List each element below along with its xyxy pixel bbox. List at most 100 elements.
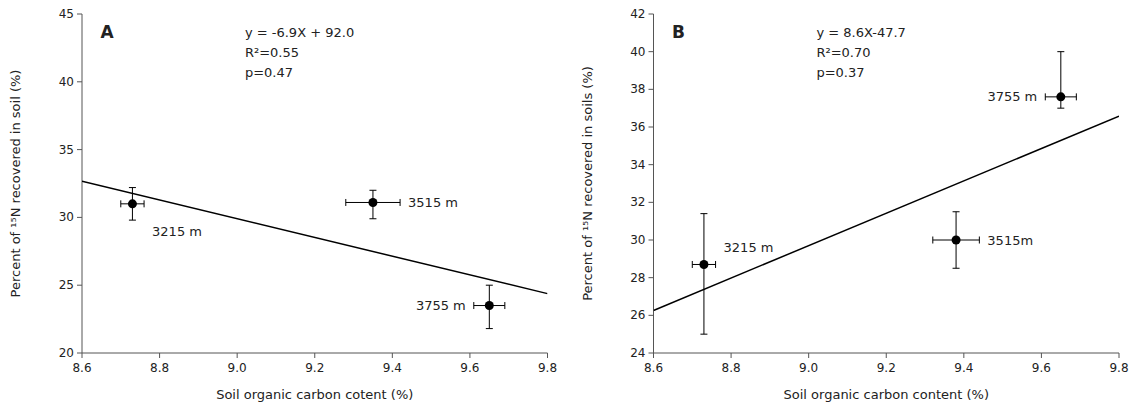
- y-tick-label: 30: [59, 210, 74, 224]
- x-tick: [1041, 353, 1042, 358]
- y-tick-label: 42: [630, 7, 645, 21]
- y-tick-label: 28: [630, 271, 645, 285]
- x-tick-label: 8.6: [644, 361, 663, 375]
- error-cap: [1057, 51, 1064, 52]
- y-axis-label: Percent of ¹⁵N recovered in soils (%): [580, 66, 595, 301]
- y-tick-label: 40: [630, 45, 645, 59]
- error-cap: [1057, 108, 1064, 109]
- y-tick-label: 30: [630, 233, 645, 247]
- x-error-bar: [474, 302, 505, 309]
- y-tick-label: 32: [630, 195, 645, 209]
- y-tick-label: 45: [59, 7, 74, 21]
- regression-line: [82, 181, 548, 293]
- error-cap: [120, 200, 121, 207]
- error-cap: [692, 261, 693, 268]
- x-tick-label: 9.4: [954, 361, 973, 375]
- x-axis-label: Soil organic carbon cotent (%): [216, 387, 413, 402]
- y-tick: [649, 315, 654, 316]
- x-tick: [808, 353, 809, 358]
- error-cap: [715, 261, 716, 268]
- x-tick: [392, 353, 393, 358]
- x-tick: [469, 353, 470, 358]
- x-tick-label: 8.8: [150, 361, 169, 375]
- point: [1056, 92, 1065, 101]
- y-tick-label: 25: [59, 278, 74, 292]
- annotation: R²=0.70: [816, 45, 870, 60]
- panel: 8.68.89.09.29.49.69.8202530354045Soil or…: [8, 7, 557, 402]
- point-label: 3755 m: [987, 89, 1037, 104]
- y-tick-label: 24: [630, 346, 645, 360]
- annotation: p=0.37: [816, 65, 864, 80]
- y-tick-label: 38: [630, 82, 645, 96]
- plot-area: [82, 181, 548, 328]
- annotation: p=0.47: [245, 65, 293, 80]
- x-error-bar: [692, 261, 715, 268]
- y-tick: [649, 127, 654, 128]
- y-tick: [649, 353, 654, 354]
- error-line: [703, 214, 704, 335]
- y-tick: [649, 240, 654, 241]
- y-tick: [77, 14, 82, 15]
- x-tick: [963, 353, 964, 358]
- y-tick: [649, 14, 654, 15]
- x-error-bar: [121, 200, 144, 207]
- y-tick: [77, 285, 82, 286]
- y-tick-label: 20: [59, 346, 74, 360]
- error-cap: [1076, 93, 1077, 100]
- y-error-bar: [700, 214, 707, 335]
- error-cap: [369, 190, 376, 191]
- error-cap: [979, 237, 980, 244]
- error-cap: [932, 237, 933, 244]
- error-cap: [700, 213, 707, 214]
- panel: 8.68.89.09.29.49.69.82426283032343638404…: [580, 7, 1129, 402]
- equation: y = 8.6X-47.7 R²=0.70 p=0.37: [816, 25, 905, 80]
- error-cap: [345, 199, 346, 206]
- annotation: R²=0.55: [245, 45, 299, 60]
- error-cap: [129, 220, 136, 221]
- point: [952, 236, 961, 245]
- x-tick: [237, 353, 238, 358]
- annotation: y = 8.6X-47.7: [816, 25, 905, 40]
- error-cap: [129, 187, 136, 188]
- y-axis-label: Percent of ¹⁵N recovered in soil (%): [8, 70, 23, 298]
- x-tick-label: 9.0: [799, 361, 818, 375]
- panel-label: B: [672, 22, 685, 42]
- x-tick-label: 9.8: [1109, 361, 1128, 375]
- x-axis-label: Soil organic carbon content (%): [784, 387, 989, 402]
- error-cap: [400, 199, 401, 206]
- error-cap: [953, 211, 960, 212]
- point-label: 3215 m: [152, 224, 202, 239]
- y-error-bar: [953, 212, 960, 269]
- figure: 8.68.89.09.29.49.69.8202530354045Soil or…: [0, 0, 1143, 413]
- point: [128, 199, 137, 208]
- point: [699, 260, 708, 269]
- x-tick-label: 9.2: [305, 361, 324, 375]
- x-tick: [886, 353, 887, 358]
- point-label: 3215 m: [724, 240, 774, 255]
- panel-label: A: [101, 22, 115, 42]
- x-tick: [731, 353, 732, 358]
- x-tick: [159, 353, 160, 358]
- y-tick-label: 26: [630, 308, 645, 322]
- error-cap: [1045, 93, 1046, 100]
- y-tick: [649, 89, 654, 90]
- y-axis-line: [82, 14, 83, 353]
- y-tick: [649, 51, 654, 52]
- y-error-bar: [1057, 52, 1064, 108]
- x-tick: [1119, 353, 1120, 358]
- y-axis-line: [653, 14, 654, 353]
- x-tick-label: 9.4: [383, 361, 402, 375]
- error-cap: [700, 334, 707, 335]
- point-label: 3515 m: [408, 195, 458, 210]
- x-tick: [314, 353, 315, 358]
- error-cap: [473, 302, 474, 309]
- y-tick-label: 36: [630, 120, 645, 134]
- y-tick: [77, 353, 82, 354]
- error-cap: [486, 285, 493, 286]
- error-cap: [953, 268, 960, 269]
- x-error-bar: [1045, 93, 1076, 100]
- y-error-bar: [486, 285, 493, 328]
- x-tick-label: 9.6: [460, 361, 479, 375]
- y-tick: [649, 202, 654, 203]
- error-cap: [369, 218, 376, 219]
